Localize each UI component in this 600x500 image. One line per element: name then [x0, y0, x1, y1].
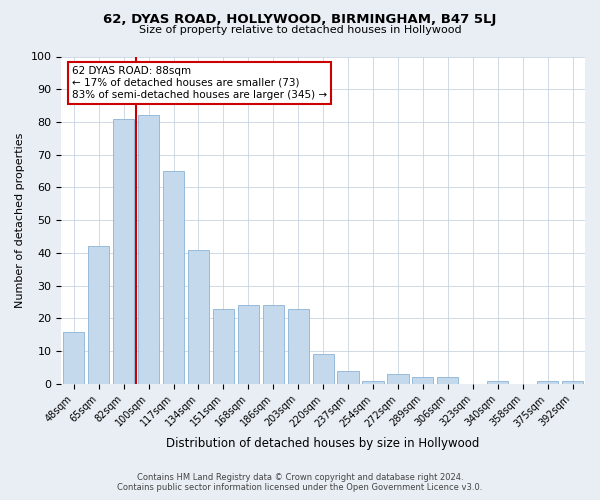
Bar: [437, 378, 458, 384]
Bar: [63, 332, 85, 384]
Bar: [263, 306, 284, 384]
Bar: [562, 380, 583, 384]
Bar: [138, 116, 159, 384]
Text: 62 DYAS ROAD: 88sqm
← 17% of detached houses are smaller (73)
83% of semi-detach: 62 DYAS ROAD: 88sqm ← 17% of detached ho…: [72, 66, 327, 100]
X-axis label: Distribution of detached houses by size in Hollywood: Distribution of detached houses by size …: [166, 437, 480, 450]
Bar: [362, 380, 383, 384]
Bar: [313, 354, 334, 384]
Bar: [487, 380, 508, 384]
Bar: [537, 380, 558, 384]
Bar: [188, 250, 209, 384]
Bar: [287, 308, 309, 384]
Bar: [213, 308, 234, 384]
Y-axis label: Number of detached properties: Number of detached properties: [15, 132, 25, 308]
Bar: [412, 378, 433, 384]
Bar: [337, 371, 359, 384]
Bar: [88, 246, 109, 384]
Bar: [388, 374, 409, 384]
Text: 62, DYAS ROAD, HOLLYWOOD, BIRMINGHAM, B47 5LJ: 62, DYAS ROAD, HOLLYWOOD, BIRMINGHAM, B4…: [103, 12, 497, 26]
Bar: [238, 306, 259, 384]
Text: Contains HM Land Registry data © Crown copyright and database right 2024.
Contai: Contains HM Land Registry data © Crown c…: [118, 473, 482, 492]
Bar: [113, 118, 134, 384]
Bar: [163, 171, 184, 384]
Text: Size of property relative to detached houses in Hollywood: Size of property relative to detached ho…: [139, 25, 461, 35]
